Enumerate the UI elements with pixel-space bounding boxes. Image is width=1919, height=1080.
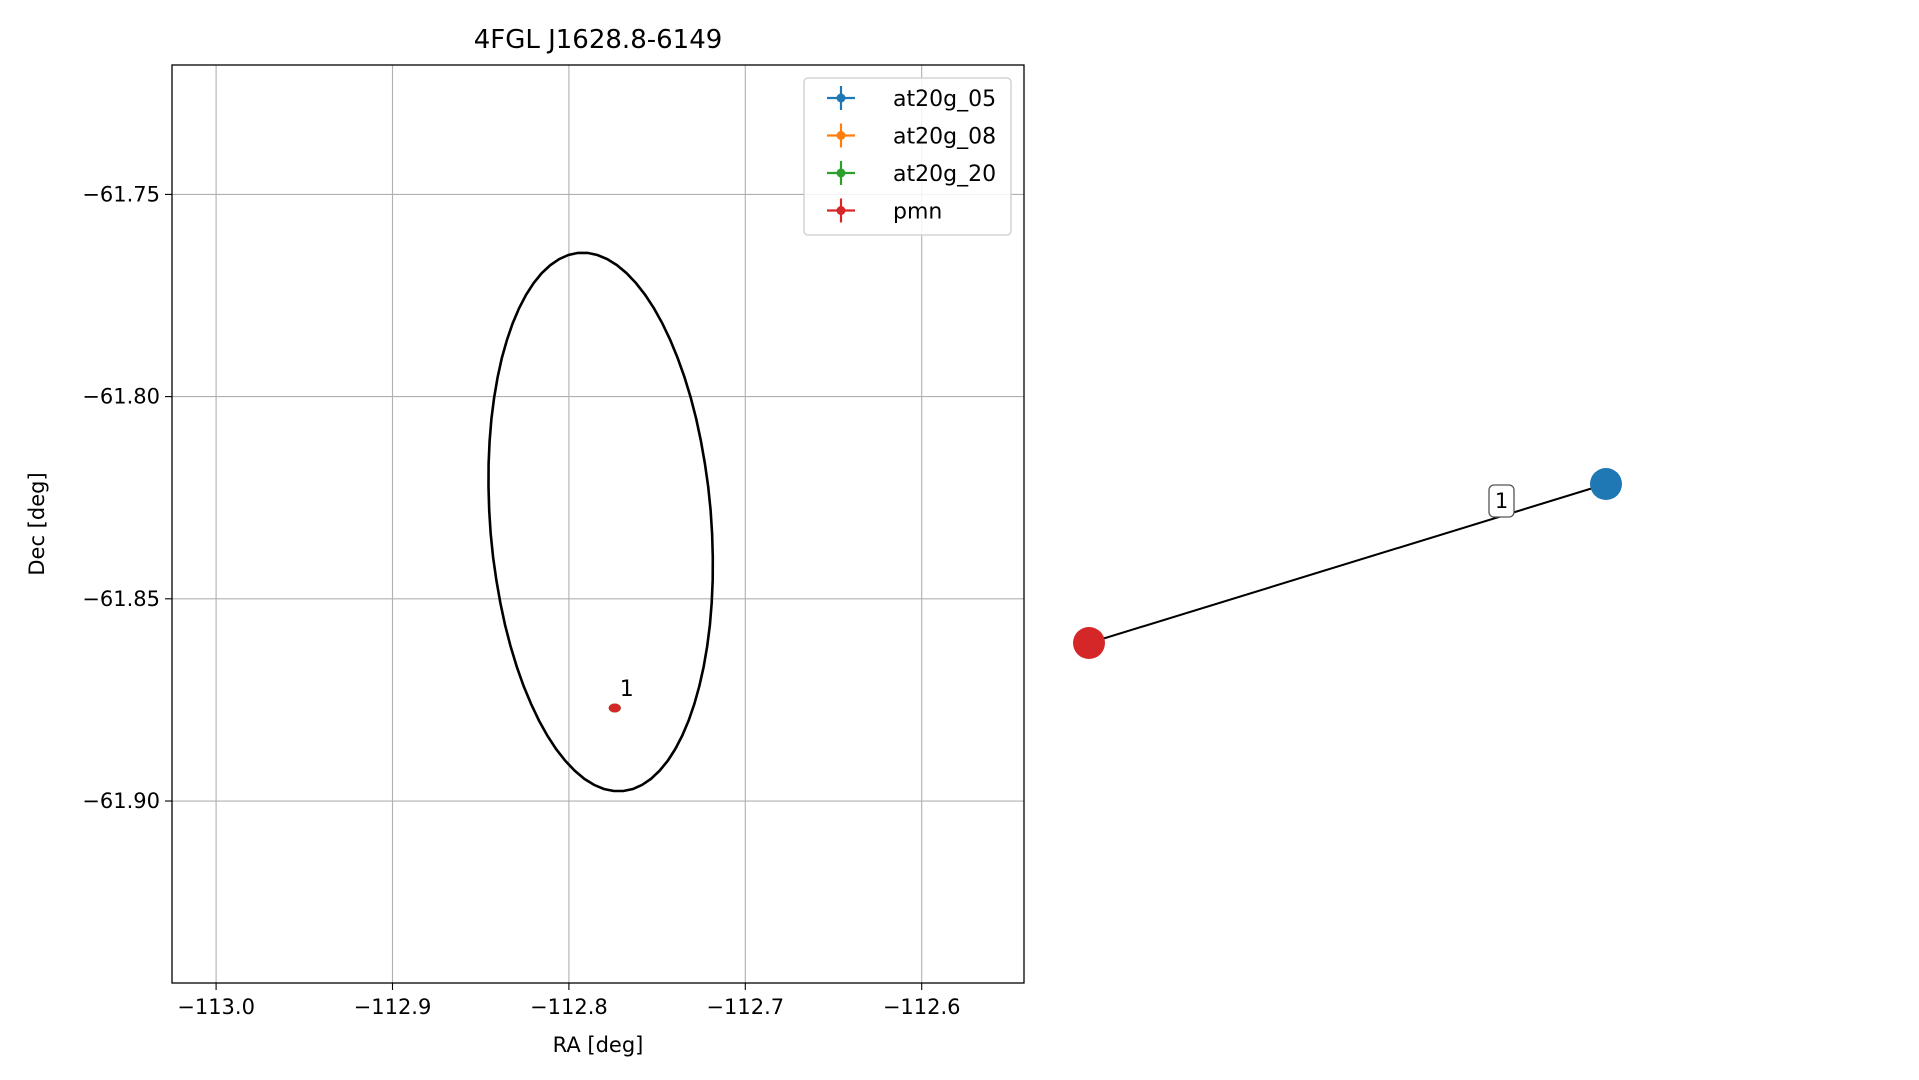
graph-edge xyxy=(1088,483,1607,644)
chart-title: 4FGL J1628.8-6149 xyxy=(474,25,723,55)
x-tick-label: −113.0 xyxy=(177,995,255,1019)
legend-marker-dot xyxy=(836,206,846,215)
edge-label-text: 1 xyxy=(1495,489,1508,513)
x-tick-label: −112.9 xyxy=(354,995,432,1019)
legend-label: at20g_05 xyxy=(893,87,996,112)
association-graph-panel: 1 xyxy=(1073,468,1622,659)
legend-label: at20g_08 xyxy=(893,125,996,150)
point-pmn xyxy=(608,703,621,713)
plot-frame xyxy=(171,64,1025,984)
point-annotation: 1 xyxy=(620,677,634,702)
y-axis-ticks: −61.75 −61.80 −61.85 −61.90 xyxy=(82,182,172,813)
graph-node-pmn xyxy=(1073,627,1105,659)
ellipse-curve xyxy=(487,251,715,793)
y-axis-label: Dec [deg] xyxy=(25,472,49,575)
localization-ellipse xyxy=(487,251,715,793)
legend-marker-dot xyxy=(836,131,846,140)
legend-box xyxy=(803,77,1012,236)
legend-marker-dot xyxy=(836,93,846,103)
y-tick-label: −61.75 xyxy=(82,182,160,206)
y-tick-label: −61.80 xyxy=(82,385,160,409)
x-tick-label: −112.8 xyxy=(530,995,608,1019)
graph-edge-label: 1 xyxy=(1488,484,1515,518)
y-tick-label: −61.85 xyxy=(82,587,160,611)
sky-map-panel: 4FGL J1628.8-6149 1 −113.0 −112.9 −112.8 −1… xyxy=(25,25,1025,1057)
x-axis-label: RA [deg] xyxy=(553,1033,644,1057)
legend-label: pmn xyxy=(893,200,942,225)
legend-label: at20g_20 xyxy=(893,162,996,187)
legend-marker-dot xyxy=(836,168,846,178)
y-tick-label: −61.90 xyxy=(82,789,160,813)
source-points: 1 xyxy=(608,677,634,713)
x-tick-label: −112.7 xyxy=(706,995,784,1019)
x-tick-label: −112.6 xyxy=(883,995,961,1019)
x-axis-ticks: −113.0 −112.9 −112.8 −112.7 −112.6 xyxy=(177,983,961,1019)
edge-label-box xyxy=(1488,484,1515,518)
graph-node-at20g xyxy=(1590,468,1622,500)
